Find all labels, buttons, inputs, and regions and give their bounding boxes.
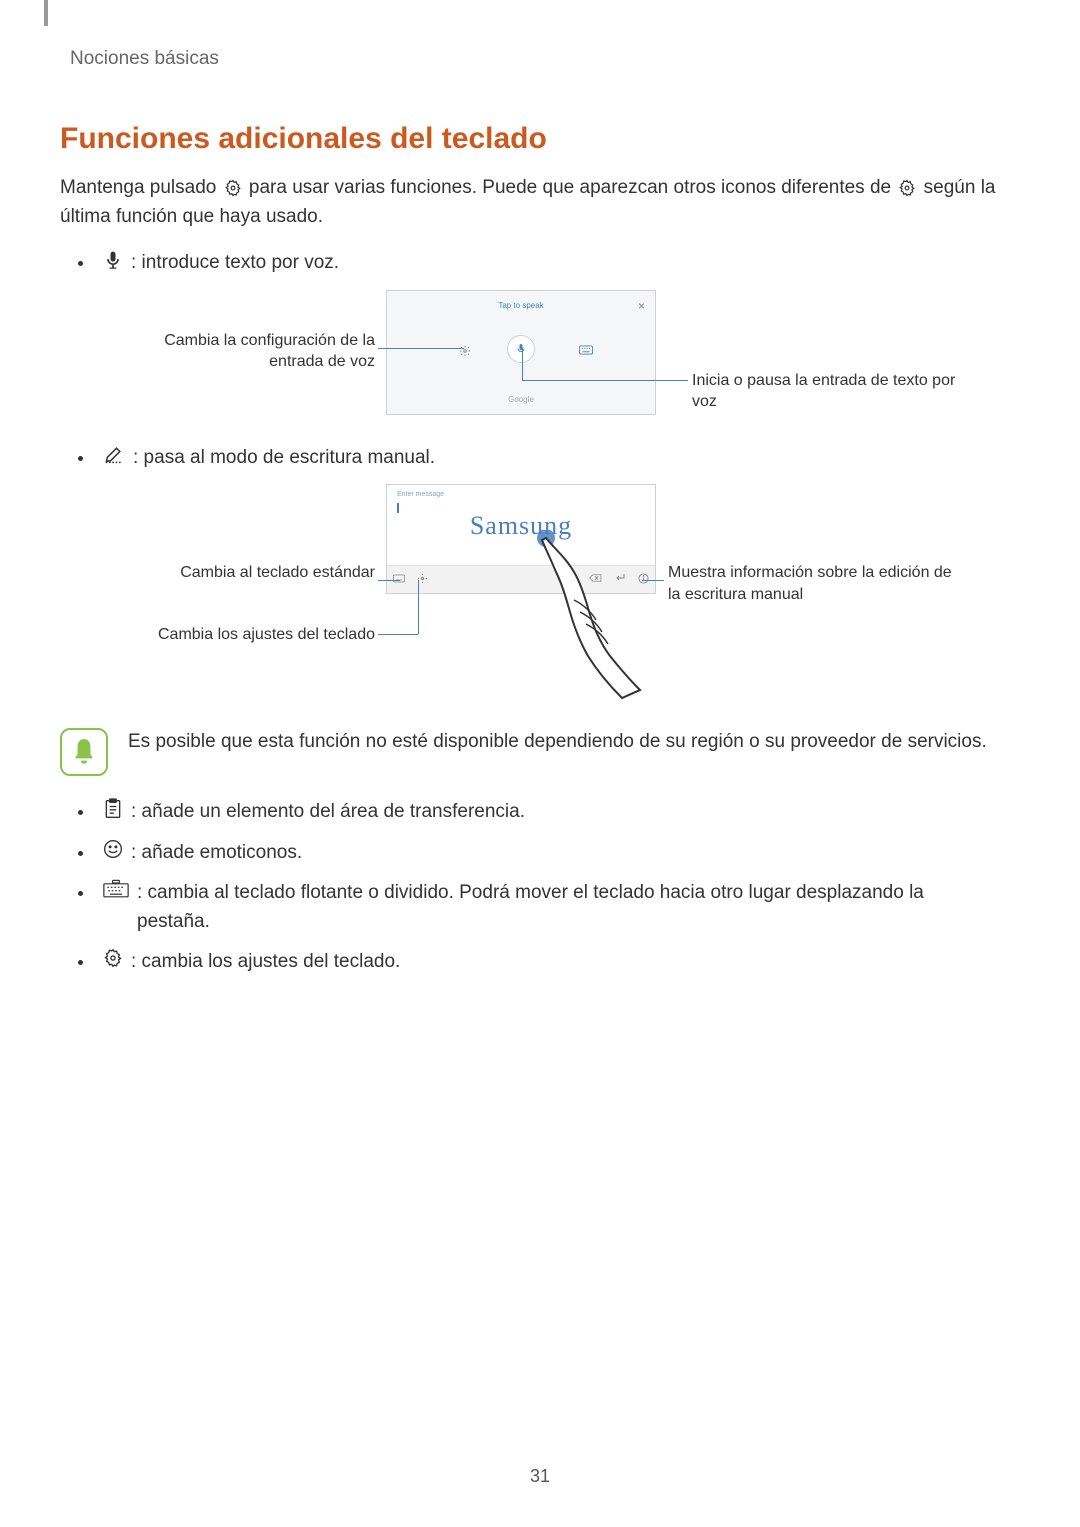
intro-text-2: para usar varias funciones. Puede que ap… [249,177,896,198]
callout-line [522,380,688,381]
callout-line [418,580,419,634]
keyboard-float-icon [103,879,129,899]
bullet-dot [78,456,83,461]
bullet-dot [78,891,83,896]
bullet-dot [78,851,83,856]
clipboard-icon [103,798,123,820]
microphone-icon [103,249,123,271]
bullet-dot [78,960,83,965]
bullet-floating-text: : cambia al teclado flotante o dividido.… [137,879,1000,936]
bullet-settings-text: : cambia los ajustes del teclado. [131,948,400,977]
voice-panel: Tap to speak × Google [386,290,656,415]
callout-line [378,634,418,635]
intro-paragraph: Mantenga pulsado para usar varias funcio… [60,174,1000,231]
voice-mic-button [507,335,535,363]
callout-line [378,348,464,349]
gear-icon [103,948,123,968]
bullet-voice: : introduce texto por voz. [78,249,1000,278]
intro-text-1: Mantenga pulsado [60,177,222,198]
callout-hw-left1: Cambia al teclado estándar [110,562,375,584]
bullet-dot [78,810,83,815]
note-text: Es posible que esta función no esté disp… [128,728,987,757]
tab-marker [44,0,48,26]
bullet-settings: : cambia los ajustes del teclado. [78,948,1000,977]
bullet-hw-text: : pasa al modo de escritura manual. [133,444,435,473]
note-row: Es posible que esta función no esté disp… [60,728,1000,776]
bullet-dot [78,261,83,266]
page-number: 31 [530,1466,550,1487]
bullet-emoji-text: : añade emoticonos. [131,839,302,868]
bullet-clipboard: : añade un elemento del área de transfer… [78,798,1000,827]
bell-icon [71,737,97,767]
gear-icon [224,179,242,197]
callout-hw-right: Muestra información sobre la edición de … [668,562,958,605]
bullet-emoji: : añade emoticonos. [78,839,1000,868]
smiley-icon [103,839,123,859]
bullet-voice-text: : introduce texto por voz. [131,249,339,278]
handwriting-diagram: Enter message Samsung [60,484,1000,704]
voice-diagram: Tap to speak × Google Cambia la configur… [60,290,1000,420]
callout-line [378,580,400,581]
gear-icon [898,179,916,197]
hw-cursor [397,503,399,513]
close-icon: × [638,299,645,313]
voice-google-label: Google [387,395,655,404]
note-icon-box [60,728,108,776]
callout-hw-left2: Cambia los ajustes del teclado [110,624,375,646]
bullet-handwriting: : pasa al modo de escritura manual. [78,444,1000,473]
callout-line [522,348,523,380]
hand-illustration [526,530,656,705]
section-title: Funciones adicionales del teclado [60,122,1000,156]
callout-voice-right: Inicia o pausa la entrada de texto por v… [692,370,972,413]
hw-placeholder: Enter message [397,491,444,498]
pen-icon [103,444,125,464]
breadcrumb: Nociones básicas [70,48,1000,70]
bullet-floating: : cambia al teclado flotante o dividido.… [78,879,1000,936]
bullet-clipboard-text: : añade un elemento del área de transfer… [131,798,525,827]
page-container: Nociones básicas Funciones adicionales d… [0,0,1080,1527]
callout-voice-left: Cambia la configuración de la entrada de… [110,330,375,373]
voice-tap-label: Tap to speak [387,301,655,310]
voice-keyboard-icon [579,345,593,357]
voice-gear-icon [459,345,471,357]
